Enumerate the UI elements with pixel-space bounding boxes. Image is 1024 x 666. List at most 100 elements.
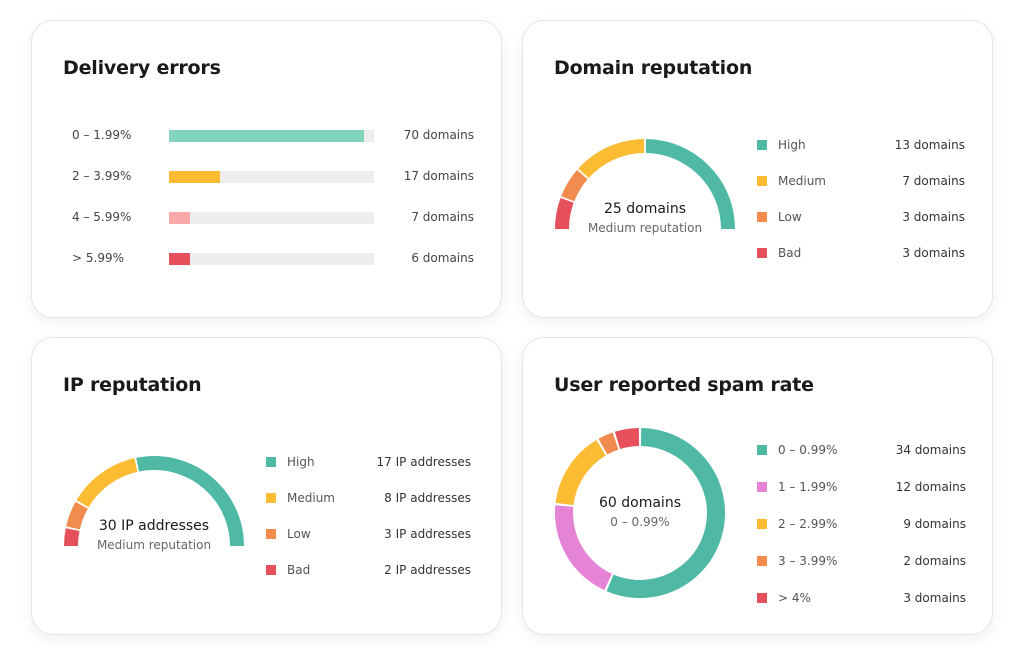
- domain-reputation-segment-low: [561, 170, 588, 202]
- spam-rate-segment-1: [555, 505, 612, 591]
- legend-value: 34 domains: [895, 443, 966, 457]
- ip-reputation-card: IP reputation 30 IP addresses Medium rep…: [31, 337, 502, 635]
- legend-value: 3 domains: [902, 210, 965, 224]
- domain-reputation-segment-high: [645, 139, 735, 229]
- legend-label: 2 – 2.99%: [778, 517, 838, 531]
- donut-center-label: 60 domains 0 – 0.99%: [550, 495, 730, 529]
- spam-rate-segment-2: [555, 439, 606, 506]
- legend-label: 3 – 3.99%: [778, 554, 838, 568]
- legend-swatch: [266, 493, 276, 503]
- legend-swatch: [757, 593, 767, 603]
- legend-item: Medium 7 domains: [757, 172, 965, 192]
- range-label: 4 – 5.99%: [72, 210, 132, 224]
- legend-value: 2 domains: [903, 554, 966, 568]
- legend-label: Bad: [778, 246, 802, 260]
- legend-item: 1 – 1.99% 12 domains: [757, 478, 966, 498]
- legend-value: 12 domains: [895, 480, 966, 494]
- legend-label: High: [778, 138, 806, 152]
- domain-reputation-segment-bad: [555, 197, 574, 229]
- bar-fill: [169, 130, 364, 142]
- bar-track: [169, 130, 374, 142]
- delivery-error-row: 2 – 3.99% 17 domains: [32, 167, 501, 187]
- spam-rate-segment-4: [614, 428, 640, 449]
- legend-swatch: [757, 140, 767, 150]
- legend-label: Low: [778, 210, 802, 224]
- spam-rate-donut: [555, 428, 725, 598]
- range-label: 2 – 3.99%: [72, 169, 132, 183]
- legend-item: Medium 8 IP addresses: [266, 489, 471, 509]
- card-title: Domain reputation: [554, 57, 753, 79]
- legend-item: High 17 IP addresses: [266, 453, 471, 473]
- legend-value: 8 IP addresses: [384, 491, 471, 505]
- legend-value: 7 domains: [902, 174, 965, 188]
- gauge-total: 25 domains: [604, 201, 686, 217]
- spam-rate-segment-3: [598, 432, 619, 455]
- legend-value: 2 IP addresses: [384, 563, 471, 577]
- legend-label: Low: [287, 527, 311, 541]
- ip-reputation-segment-bad: [64, 528, 80, 546]
- donut-total: 60 domains: [599, 495, 681, 511]
- legend-value: 13 domains: [894, 138, 965, 152]
- legend-swatch: [757, 176, 767, 186]
- legend-value: 3 IP addresses: [384, 527, 471, 541]
- legend-value: 3 domains: [902, 246, 965, 260]
- domain-reputation-segment-medium: [578, 139, 645, 179]
- domain-count: 17 domains: [403, 169, 474, 183]
- bar-fill: [169, 253, 190, 265]
- ip-reputation-segment-low: [66, 501, 88, 530]
- domain-count: 6 domains: [411, 251, 474, 265]
- legend-label: 0 – 0.99%: [778, 443, 838, 457]
- legend-label: High: [287, 455, 315, 469]
- legend-swatch: [757, 212, 767, 222]
- domain-reputation-card: Domain reputation 25 domains Medium repu…: [522, 20, 993, 318]
- legend-label: > 4%: [778, 591, 811, 605]
- domain-count: 7 domains: [411, 210, 474, 224]
- legend-item: Low 3 IP addresses: [266, 525, 471, 545]
- gauge-subtitle: Medium reputation: [96, 538, 212, 552]
- gauge-center-label: 25 domains Medium reputation: [545, 201, 745, 235]
- ip-reputation-segment-medium: [76, 458, 138, 508]
- gauge-center-label: 30 IP addresses Medium reputation: [54, 518, 254, 552]
- bar-fill: [169, 212, 190, 224]
- legend-item: Bad 3 domains: [757, 244, 965, 264]
- bar-track: [169, 212, 374, 224]
- legend-label: 1 – 1.99%: [778, 480, 838, 494]
- range-label: 0 – 1.99%: [72, 128, 132, 142]
- donut-subtitle: 0 – 0.99%: [610, 515, 670, 529]
- legend-swatch: [266, 529, 276, 539]
- legend-label: Medium: [287, 491, 335, 505]
- legend-swatch: [757, 482, 767, 492]
- delivery-error-row: > 5.99% 6 domains: [32, 249, 501, 269]
- legend-item: Low 3 domains: [757, 208, 965, 228]
- legend-item: > 4% 3 domains: [757, 589, 966, 609]
- bar-track: [169, 253, 374, 265]
- legend-swatch: [757, 445, 767, 455]
- card-title: User reported spam rate: [554, 374, 814, 396]
- legend-swatch: [266, 457, 276, 467]
- legend-item: 3 – 3.99% 2 domains: [757, 552, 966, 572]
- legend-item: 2 – 2.99% 9 domains: [757, 515, 966, 535]
- delivery-errors-card: Delivery errors 0 – 1.99% 70 domains 2 – …: [31, 20, 502, 318]
- legend-swatch: [266, 565, 276, 575]
- legend-swatch: [757, 519, 767, 529]
- ip-reputation-segment-high: [136, 456, 244, 546]
- bar-track: [169, 171, 374, 183]
- ip-reputation-gauge: [64, 456, 244, 546]
- gauge-subtitle: Medium reputation: [587, 221, 703, 235]
- delivery-error-row: 0 – 1.99% 70 domains: [32, 126, 501, 146]
- card-title: Delivery errors: [63, 57, 221, 79]
- legend-item: Bad 2 IP addresses: [266, 561, 471, 581]
- legend-swatch: [757, 556, 767, 566]
- legend-value: 17 IP addresses: [376, 455, 471, 469]
- domain-reputation-gauge: [555, 139, 735, 229]
- spam-rate-segment-0: [606, 428, 725, 598]
- legend-label: Bad: [287, 563, 311, 577]
- domain-count: 70 domains: [403, 128, 474, 142]
- legend-value: 3 domains: [903, 591, 966, 605]
- card-title: IP reputation: [63, 374, 202, 396]
- spam-rate-card: User reported spam rate 60 domains 0 – 0…: [522, 337, 993, 635]
- bar-fill: [169, 171, 221, 183]
- range-label: > 5.99%: [72, 251, 124, 265]
- legend-item: High 13 domains: [757, 136, 965, 156]
- delivery-error-row: 4 – 5.99% 7 domains: [32, 208, 501, 228]
